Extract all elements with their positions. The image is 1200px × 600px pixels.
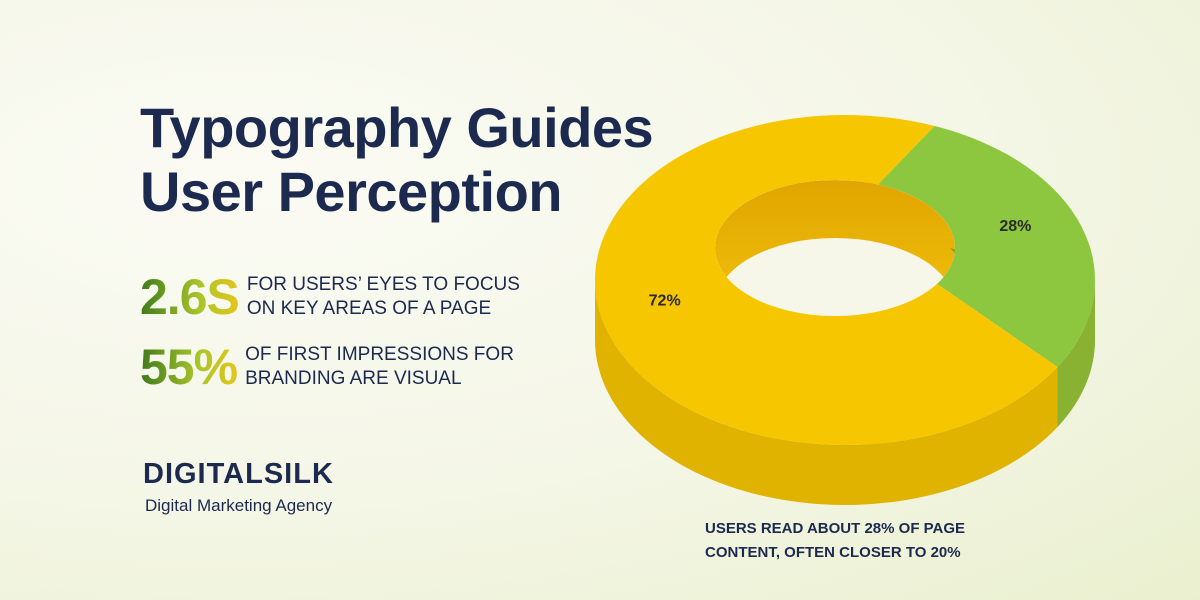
- stat: 2.6S FOR USERS’ EYES TO FOCUS ON KEY ARE…: [140, 268, 547, 326]
- donut-slice: [878, 125, 1095, 367]
- stat-text: OF FIRST IMPRESSIONS FOR BRANDING ARE VI…: [245, 344, 514, 389]
- chart-annotation: USERS READ ABOUT 28% OF PAGE CONTENT, OF…: [705, 520, 966, 561]
- stat-number: 55%: [140, 339, 238, 395]
- donut-top: [595, 114, 1095, 445]
- slice-label: 72%: [649, 292, 681, 309]
- title: Typography Guides User Perception: [140, 96, 654, 223]
- stat-number: 2.6S: [140, 269, 240, 325]
- slice-label: 28%: [999, 218, 1031, 235]
- donut-sides: [595, 280, 1095, 505]
- donut-labels: 28% 72%: [649, 218, 1032, 309]
- brand-name: DIGITALSILK: [143, 458, 334, 490]
- brand-tagline: Digital Marketing Agency: [145, 496, 333, 515]
- stat-text: FOR USERS’ EYES TO FOCUS ON KEY AREAS OF…: [246, 274, 520, 319]
- donut-side: [1057, 280, 1095, 427]
- donut-slice: [595, 114, 1058, 445]
- hole-floor: [715, 238, 955, 316]
- donut-side-shade: [595, 280, 1058, 505]
- donut-side-shade: [1057, 280, 1095, 427]
- donut-hole: [715, 180, 955, 316]
- stat: 55% OF FIRST IMPRESSIONS FOR BRANDING AR…: [140, 338, 545, 396]
- donut-side: [595, 280, 1058, 505]
